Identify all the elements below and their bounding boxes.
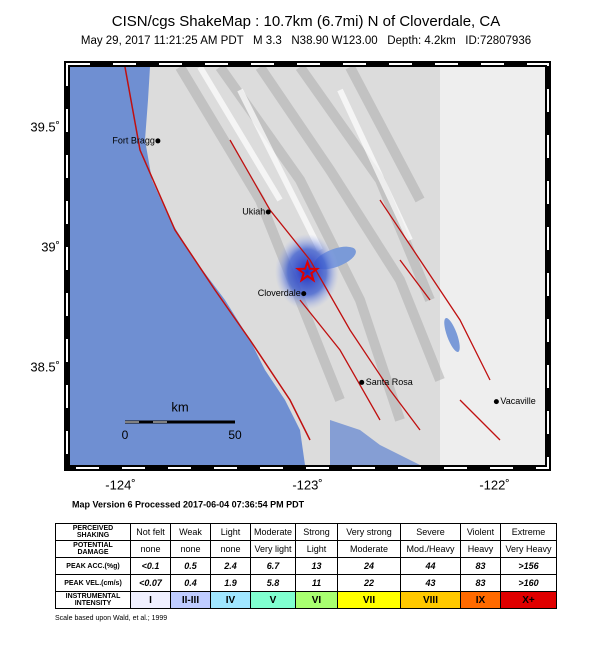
table-cell: 22 bbox=[337, 574, 401, 592]
row-label: PERCEIVED SHAKING bbox=[55, 523, 131, 541]
lat-label: 39.5˚ bbox=[30, 119, 60, 134]
table-cell: 43 bbox=[400, 574, 461, 592]
city-dot bbox=[155, 138, 161, 144]
map-version: Map Version 6 Processed 2017-06-04 07:36… bbox=[72, 499, 305, 509]
table-cell: Mod./Heavy bbox=[400, 540, 461, 558]
table-cell: IV bbox=[210, 591, 251, 609]
map: CISN/cgs ShakeMap : 10.7km (6.7mi) N of … bbox=[30, 13, 551, 509]
table-cell: none bbox=[210, 540, 251, 558]
table-cell: Violent bbox=[460, 523, 501, 541]
table-cell: X+ bbox=[500, 591, 557, 609]
table-cell: VI bbox=[295, 591, 338, 609]
footnote: Scale based upon Wald, et al.; 1999 bbox=[55, 615, 168, 622]
table-cell: Light bbox=[295, 540, 338, 558]
basemap bbox=[70, 67, 545, 465]
table-row: PEAK ACC.(%g) <0.1 0.5 2.4 6.7 13 24 44 83 >156 bbox=[55, 557, 557, 575]
table-cell: 11 bbox=[295, 574, 338, 592]
table-cell: I bbox=[130, 591, 171, 609]
table-row: PERCEIVED SHAKING Not felt Weak Light Modera… bbox=[55, 523, 557, 541]
row-label: PEAK ACC.(%g) bbox=[55, 557, 131, 575]
table-row: POTENTIAL DAMAGE none none none Very light Li… bbox=[55, 540, 557, 558]
table-cell: 24 bbox=[337, 557, 401, 575]
lat-label: 38.5˚ bbox=[30, 359, 60, 374]
table-cell: Moderate bbox=[250, 523, 296, 541]
table-cell: 6.7 bbox=[250, 557, 296, 575]
city-dot bbox=[359, 379, 365, 385]
city-dot bbox=[493, 399, 499, 405]
table-cell: 5.8 bbox=[250, 574, 296, 592]
row-label: INSTRUMENTAL INTENSITY bbox=[55, 591, 131, 609]
table-cell: 2.4 bbox=[210, 557, 251, 575]
row-label: PEAK VEL.(cm/s) bbox=[55, 574, 131, 592]
table-cell: Not felt bbox=[130, 523, 171, 541]
intensity-table: PERCEIVED SHAKING Not felt Weak Light Modera… bbox=[55, 523, 557, 609]
scale-start: 0 bbox=[122, 428, 129, 442]
table-cell: <0.1 bbox=[130, 557, 171, 575]
table-cell: VIII bbox=[400, 591, 461, 609]
table-cell: 83 bbox=[460, 557, 501, 575]
table-cell: II-III bbox=[170, 591, 211, 609]
lon-label: -124˚ bbox=[105, 477, 135, 492]
table-row: INSTRUMENTAL INTENSITY I II-III IV V VI VII VII… bbox=[55, 591, 557, 609]
table-cell: Very light bbox=[250, 540, 296, 558]
table-cell: >160 bbox=[500, 574, 557, 592]
table-cell: 0.4 bbox=[170, 574, 211, 592]
table-cell: IX bbox=[460, 591, 501, 609]
city-label: Vacaville bbox=[500, 396, 535, 406]
table-cell: none bbox=[170, 540, 211, 558]
subtitle: May 29, 2017 11:21:25 AM PDT M 3.3 N38.9… bbox=[81, 35, 531, 47]
city-dot bbox=[265, 209, 271, 215]
scale-end: 50 bbox=[228, 428, 242, 442]
city-label: Santa Rosa bbox=[366, 377, 413, 387]
table-cell: Light bbox=[210, 523, 251, 541]
table-cell: Strong bbox=[295, 523, 338, 541]
table-cell: 13 bbox=[295, 557, 338, 575]
lon-label: -123˚ bbox=[292, 477, 322, 492]
table-cell: VII bbox=[337, 591, 401, 609]
title: CISN/cgs ShakeMap : 10.7km (6.7mi) N of … bbox=[112, 13, 500, 30]
row-label: POTENTIAL DAMAGE bbox=[55, 540, 131, 558]
table-cell: 44 bbox=[400, 557, 461, 575]
table-cell: 0.5 bbox=[170, 557, 211, 575]
table-cell: Heavy bbox=[460, 540, 501, 558]
table-cell: Extreme bbox=[500, 523, 557, 541]
table-cell: Very Heavy bbox=[500, 540, 557, 558]
table-row: PEAK VEL.(cm/s) <0.07 0.4 1.9 5.8 11 22 43 83 >16… bbox=[55, 574, 557, 592]
epicenter bbox=[295, 258, 320, 283]
table-cell: none bbox=[130, 540, 171, 558]
table-cell: Weak bbox=[170, 523, 211, 541]
table-cell: 83 bbox=[460, 574, 501, 592]
table-cell: 1.9 bbox=[210, 574, 251, 592]
city-label: Cloverdale bbox=[258, 288, 301, 298]
table-cell: Moderate bbox=[337, 540, 401, 558]
map-frame-ticks bbox=[66, 63, 549, 469]
city-label: Ukiah bbox=[242, 206, 265, 216]
scale-unit: km bbox=[171, 399, 188, 414]
lat-label: 39˚ bbox=[41, 239, 60, 254]
table-cell: Severe bbox=[400, 523, 461, 541]
city-dot bbox=[301, 291, 307, 297]
table-cell: <0.07 bbox=[130, 574, 171, 592]
table-cell: V bbox=[250, 591, 296, 609]
table-cell: Very strong bbox=[337, 523, 401, 541]
table-cell: >156 bbox=[500, 557, 557, 575]
lon-label: -122˚ bbox=[479, 477, 509, 492]
city-label: Fort Bragg bbox=[112, 135, 155, 145]
